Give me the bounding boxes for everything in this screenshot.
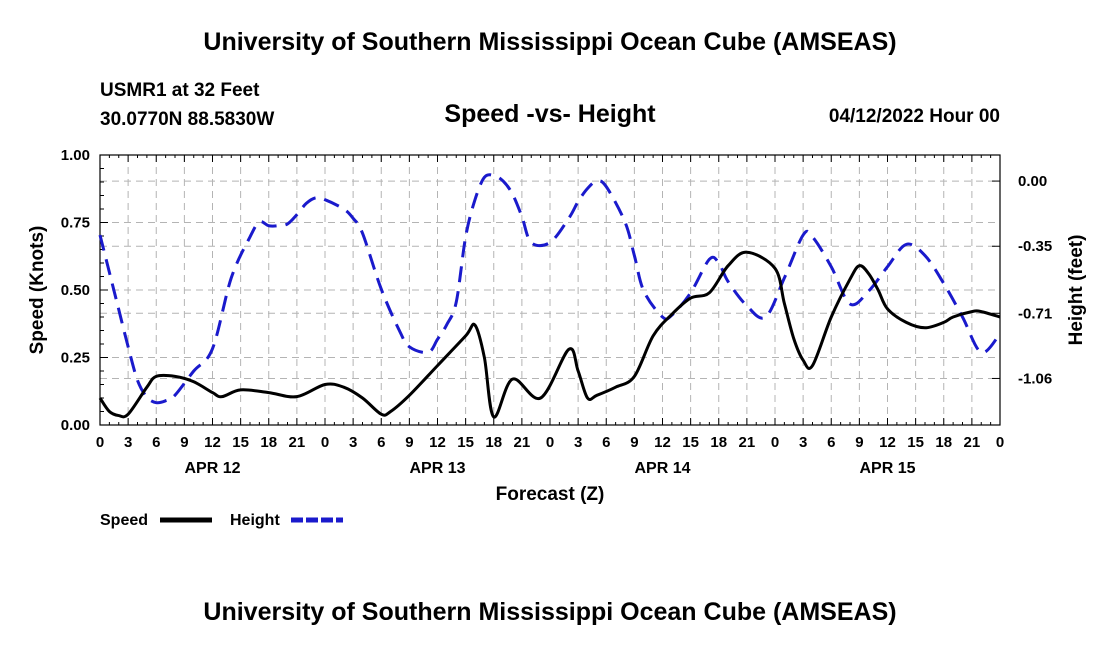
x-tick-label: 0 — [96, 434, 104, 451]
x-tick-label: 9 — [630, 434, 638, 451]
station-coords: 30.0770N 88.5830W — [100, 109, 275, 130]
y-tick-label: 1.00 — [61, 147, 90, 164]
x-tick-label: 15 — [457, 434, 474, 451]
x-tick-label: 12 — [429, 434, 446, 451]
x-tick-label: 15 — [232, 434, 249, 451]
day-label: APR 12 — [184, 460, 240, 477]
station-info: USMR1 at 32 Feet 30.0770N 88.5830W — [100, 76, 274, 134]
y2-tick-label: -0.71 — [1018, 305, 1052, 322]
chart-subtitle: Speed -vs- Height — [444, 100, 656, 128]
y2-tick-label: -1.06 — [1018, 370, 1052, 387]
x-tick-label: 0 — [546, 434, 554, 451]
x-tick-label: 12 — [654, 434, 671, 451]
y-tick-label: 0.50 — [61, 282, 90, 299]
speed-series-line — [98, 250, 1001, 419]
forecast-datetime: 04/12/2022 Hour 00 — [828, 106, 1000, 127]
x-tick-label: 21 — [739, 434, 756, 451]
x-tick-label: 3 — [124, 434, 132, 451]
x-tick-label: 0 — [771, 434, 779, 451]
x-tick-label: 3 — [349, 434, 357, 451]
day-label: APR 14 — [634, 460, 690, 477]
x-tick-label: 6 — [377, 434, 385, 451]
x-tick-label: 21 — [289, 434, 306, 451]
y-tick-label: 0.00 — [61, 417, 90, 434]
x-tick-label: 6 — [602, 434, 610, 451]
legend: Speed Height — [100, 512, 343, 529]
x-tick-label: 3 — [574, 434, 582, 451]
station-name: USMR1 at 32 Feet — [100, 80, 260, 101]
x-tick-label: 3 — [799, 434, 807, 451]
day-label: APR 13 — [409, 460, 465, 477]
footer-title: University of Southern Mississippi Ocean… — [203, 598, 897, 626]
y2-tick-label: -0.35 — [1018, 238, 1052, 255]
x-axis-label: Forecast (Z) — [496, 484, 605, 505]
x-tick-label: 9 — [180, 434, 188, 451]
grid — [100, 155, 1000, 425]
ticks — [99, 154, 1001, 426]
tick-labels: 0 3 6 9 12 15 18 21 0 3 6 9 12 15 18 21 0 3 6 9 12 15 18 21 0 3 6 9… — [61, 147, 1052, 477]
x-tick-label: 18 — [935, 434, 952, 451]
x-tick-label: 6 — [152, 434, 160, 451]
x-tick-label: 18 — [710, 434, 727, 451]
y2-axis-label: Height (feet) — [1066, 235, 1087, 346]
x-tick-label: 12 — [204, 434, 221, 451]
y-tick-label: 0.25 — [61, 350, 90, 367]
x-tick-label: 0 — [996, 434, 1004, 451]
x-tick-label: 12 — [879, 434, 896, 451]
x-tick-label: 21 — [514, 434, 531, 451]
legend-height-label: Height — [230, 512, 280, 529]
chart-title: University of Southern Mississippi Ocean… — [203, 28, 897, 56]
legend-speed-label: Speed — [100, 512, 148, 529]
y-axis-label: Speed (Knots) — [27, 226, 48, 355]
x-tick-label: 18 — [485, 434, 502, 451]
x-tick-label: 18 — [260, 434, 277, 451]
x-tick-label: 21 — [964, 434, 981, 451]
day-label: APR 15 — [859, 460, 915, 477]
x-tick-label: 15 — [682, 434, 699, 451]
x-tick-label: 9 — [855, 434, 863, 451]
x-tick-label: 6 — [827, 434, 835, 451]
x-tick-label: 15 — [907, 434, 924, 451]
x-tick-label: 9 — [405, 434, 413, 451]
x-tick-label: 0 — [321, 434, 329, 451]
y-tick-label: 0.75 — [61, 215, 90, 232]
y2-tick-label: 0.00 — [1018, 173, 1047, 190]
